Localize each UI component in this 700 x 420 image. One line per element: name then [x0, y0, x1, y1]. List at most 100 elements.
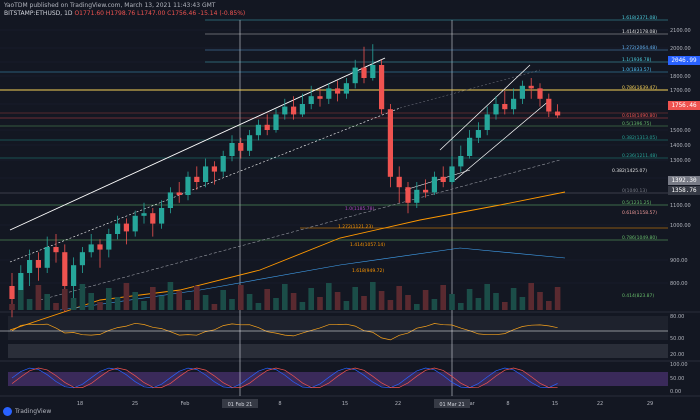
volume-bar: [510, 288, 517, 310]
candle-body: [18, 273, 24, 299]
lower-fib-label: 1.618(949.72): [352, 268, 384, 274]
tradingview-logo[interactable]: TradingView: [3, 407, 51, 416]
rsi-scale-label: 20.00: [670, 352, 684, 358]
price-scale-label: 1500.00: [670, 128, 691, 134]
volume-bar: [458, 303, 464, 310]
rsi-scale-label: 80.00: [670, 314, 684, 320]
fib-level-label: 0(1040.13): [622, 188, 647, 194]
candle-body: [379, 65, 385, 110]
candle-body: [35, 260, 41, 268]
volume-bar: [150, 287, 156, 310]
fib-level-label: 1.414(2178.08): [622, 29, 657, 35]
time-axis-label: 15: [552, 401, 558, 407]
volume-bar: [554, 287, 561, 310]
fib-level-label: 0.618(1490.80): [622, 113, 657, 119]
volume-bar: [493, 293, 499, 310]
tradingview-icon: [3, 407, 12, 416]
volume-bar: [106, 288, 112, 310]
candle-body: [167, 192, 173, 208]
price-scale-label: 800.00: [670, 281, 688, 287]
candle-body: [458, 156, 464, 167]
volume-bar: [79, 284, 86, 310]
candle-body: [440, 176, 446, 182]
volume-bar: [35, 285, 42, 310]
volume-bar: [264, 289, 270, 310]
stoch-scale-label: 0.00: [670, 389, 681, 395]
price-scale-label: 2000.00: [670, 46, 691, 52]
candle-body: [115, 223, 121, 234]
time-axis-label: 22: [395, 401, 401, 407]
volume-bar: [176, 291, 182, 310]
time-axis-label: 25: [132, 401, 138, 407]
time-highlight-left-label: 01 Feb 21: [228, 402, 253, 408]
candle-body: [71, 265, 77, 286]
volume-bar: [167, 282, 174, 310]
candle-body: [326, 88, 332, 99]
candle-body: [150, 213, 156, 224]
volume-bar: [18, 290, 24, 310]
volume-bar: [414, 304, 420, 310]
time-axis-label: Mar: [465, 401, 475, 407]
candle-body: [502, 104, 508, 110]
volume-bar: [387, 300, 394, 310]
candle-body: [475, 130, 481, 138]
candle-body: [238, 143, 244, 151]
volume-bar: [202, 295, 209, 310]
ext-level-label: 0.414(823.87): [622, 293, 654, 299]
volume-bar: [62, 289, 68, 310]
rsi-scale-label: 50.00: [670, 336, 684, 342]
lower-fib-label: 1.272(1121.23): [338, 224, 373, 230]
candle-body: [493, 104, 499, 115]
volume-bar: [440, 285, 446, 310]
candle-body: [299, 104, 305, 115]
fib-level-label: 1.272(2064.48): [622, 45, 657, 51]
candle-body: [273, 114, 279, 130]
fib-level-label: 1.618(2371.08): [622, 15, 657, 21]
price-box-low: 1358.76: [668, 186, 700, 195]
candle-body: [467, 137, 473, 156]
volume-bar: [405, 295, 411, 310]
candle-body: [484, 114, 490, 130]
volume-bar: [431, 299, 438, 310]
candle-body: [141, 213, 147, 216]
symbol-name[interactable]: BITSTAMP:ETHUSD, 1D: [4, 10, 73, 17]
candle-body: [282, 106, 288, 115]
ohlc-values: O1771.60 H1798.76 L1747.00 C1756.46 -15.…: [74, 10, 246, 17]
symbol-line: BITSTAMP:ETHUSD, 1D O1771.60 H1798.76 L1…: [4, 10, 245, 17]
volume-bar: [378, 291, 385, 310]
volume-bar: [44, 294, 50, 310]
candle-body: [264, 124, 270, 130]
candle-body: [159, 208, 165, 224]
volume-bar: [273, 298, 279, 310]
volume-bar: [282, 284, 288, 310]
volume-bar: [546, 301, 552, 310]
price-box-last: 1756.46: [668, 101, 700, 110]
fib-level-label: 0.786(1639.47): [622, 85, 657, 91]
volume-bar: [97, 302, 103, 310]
candle-body: [528, 85, 534, 89]
time-axis-label: 8: [278, 401, 281, 407]
candle-body: [405, 187, 411, 203]
volume-bar: [537, 292, 543, 310]
candle-body: [255, 124, 261, 136]
volume-bar: [246, 294, 253, 310]
candle-body: [343, 83, 349, 94]
volume-bar: [370, 282, 376, 310]
time-axis-label: 18: [77, 401, 83, 407]
time-axis-label: 29: [647, 401, 653, 407]
candle-body: [211, 166, 217, 172]
volume-bar: [229, 299, 235, 310]
volume-bar: [26, 299, 33, 310]
candle-body: [370, 65, 376, 78]
candle-body: [396, 176, 402, 188]
candle-body: [106, 234, 112, 250]
time-axis-label: 15: [342, 401, 348, 407]
candle-body: [203, 166, 209, 182]
rsi-line: [11, 322, 558, 341]
volume-bar: [343, 301, 350, 310]
candle-body: [555, 111, 561, 116]
volume-bar: [9, 304, 15, 310]
candle-body: [27, 260, 33, 273]
volume-bar: [141, 301, 147, 310]
